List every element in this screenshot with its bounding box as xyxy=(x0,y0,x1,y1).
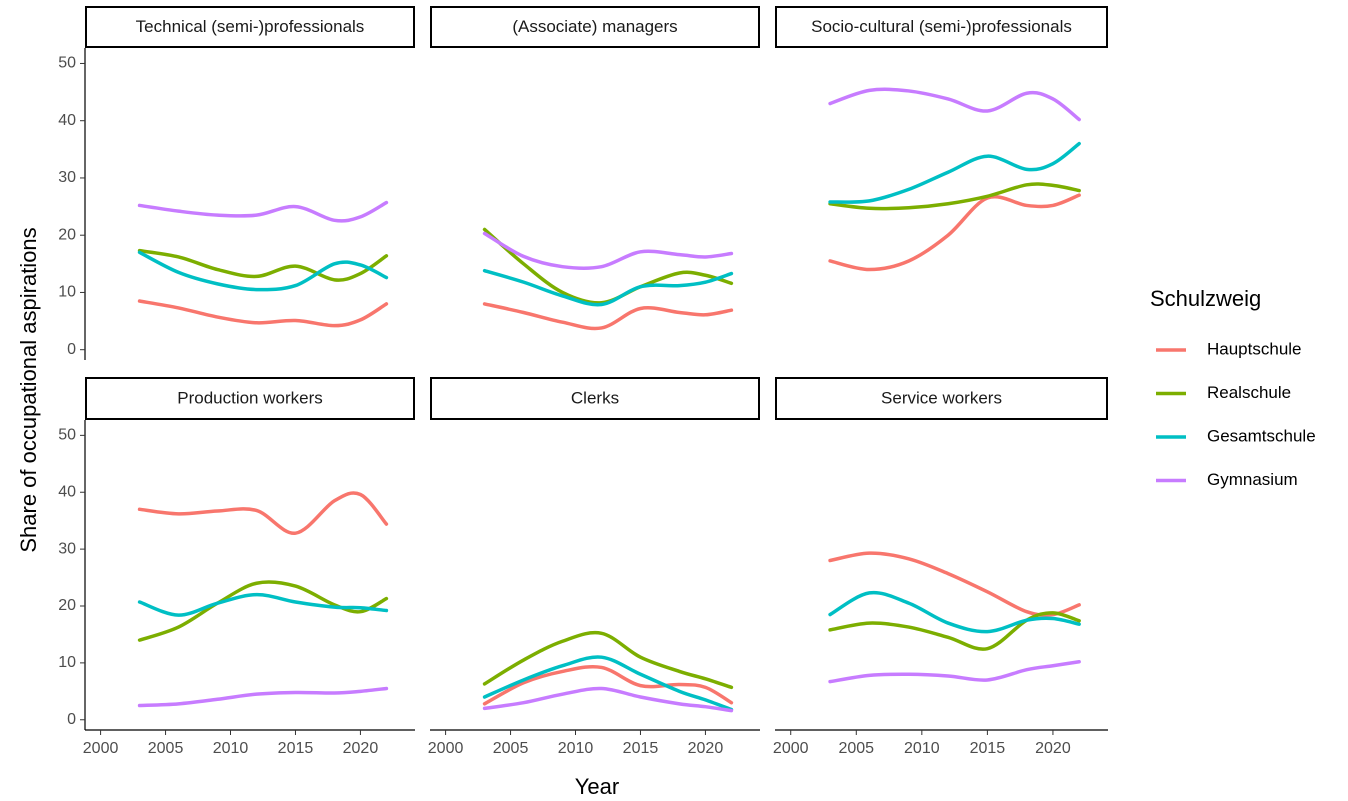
facet-strip xyxy=(430,6,760,48)
series-line xyxy=(482,686,734,713)
series-line xyxy=(828,193,1081,272)
series-line xyxy=(137,248,389,282)
facet-title: Technical (semi-)professionals xyxy=(136,17,365,36)
series-line xyxy=(137,580,389,642)
facet-strip xyxy=(775,6,1108,48)
facet-title: Service workers xyxy=(881,388,1002,407)
y-tick-label: 50 xyxy=(58,55,76,72)
series-line xyxy=(137,250,389,292)
x-tick-label: 2005 xyxy=(838,740,874,757)
y-tick-label: 30 xyxy=(58,169,76,186)
series-line xyxy=(137,200,389,223)
series-line xyxy=(482,664,734,706)
y-tick-label: 40 xyxy=(58,483,76,500)
x-tick-label: 2010 xyxy=(904,740,940,757)
series-line xyxy=(482,655,734,712)
x-tick-label: 2015 xyxy=(623,740,659,757)
y-tick-label: 10 xyxy=(58,284,76,301)
y-tick-label: 20 xyxy=(58,597,76,614)
facet-strip xyxy=(430,377,760,420)
legend-label: Gesamtschule xyxy=(1207,426,1316,445)
series-line xyxy=(828,87,1081,122)
x-tick-label: 2005 xyxy=(148,740,184,757)
series-line xyxy=(828,590,1081,634)
x-tick-label: 2020 xyxy=(343,740,379,757)
y-tick-label: 10 xyxy=(58,654,76,671)
series-line xyxy=(828,182,1081,211)
series-line xyxy=(137,299,389,328)
legend-title: Schulzweig xyxy=(1150,286,1261,311)
series-line xyxy=(137,491,389,535)
y-tick-label: 50 xyxy=(58,427,76,444)
series-line xyxy=(482,630,734,690)
series-line xyxy=(828,551,1081,617)
series-line xyxy=(482,268,734,307)
y-tick-label: 40 xyxy=(58,112,76,129)
x-tick-label: 2000 xyxy=(773,740,809,757)
x-tick-label: 2000 xyxy=(83,740,119,757)
x-tick-label: 2010 xyxy=(213,740,249,757)
y-axis-title: Share of occupational aspirations xyxy=(16,227,41,552)
x-tick-label: 2000 xyxy=(428,740,464,757)
x-axis-title: Year xyxy=(575,774,619,799)
x-tick-label: 2005 xyxy=(493,740,529,757)
x-tick-label: 2015 xyxy=(278,740,314,757)
series-line xyxy=(828,659,1081,684)
y-tick-label: 20 xyxy=(58,226,76,243)
legend-label: Hauptschule xyxy=(1207,339,1302,358)
x-tick-label: 2020 xyxy=(1035,740,1071,757)
facet-strip xyxy=(85,377,415,420)
facet-strip xyxy=(775,377,1108,420)
y-tick-label: 0 xyxy=(67,711,76,728)
facet-title: Production workers xyxy=(177,388,323,407)
facet-strip xyxy=(85,6,415,48)
legend-label: Gymnasium xyxy=(1207,470,1298,489)
series-line xyxy=(137,592,389,617)
facet-title: Socio-cultural (semi-)professionals xyxy=(811,17,1072,36)
x-tick-label: 2015 xyxy=(970,740,1006,757)
legend-label: Realschule xyxy=(1207,383,1291,402)
x-tick-label: 2010 xyxy=(558,740,594,757)
y-tick-label: 30 xyxy=(58,540,76,557)
series-line xyxy=(828,141,1081,204)
series-line xyxy=(828,611,1081,651)
series-line xyxy=(137,686,389,708)
series-line xyxy=(482,302,734,331)
facet-title: Clerks xyxy=(571,388,619,407)
series-line xyxy=(482,231,734,271)
y-tick-label: 0 xyxy=(67,341,76,358)
facet-title: (Associate) managers xyxy=(512,17,677,36)
x-tick-label: 2020 xyxy=(688,740,724,757)
